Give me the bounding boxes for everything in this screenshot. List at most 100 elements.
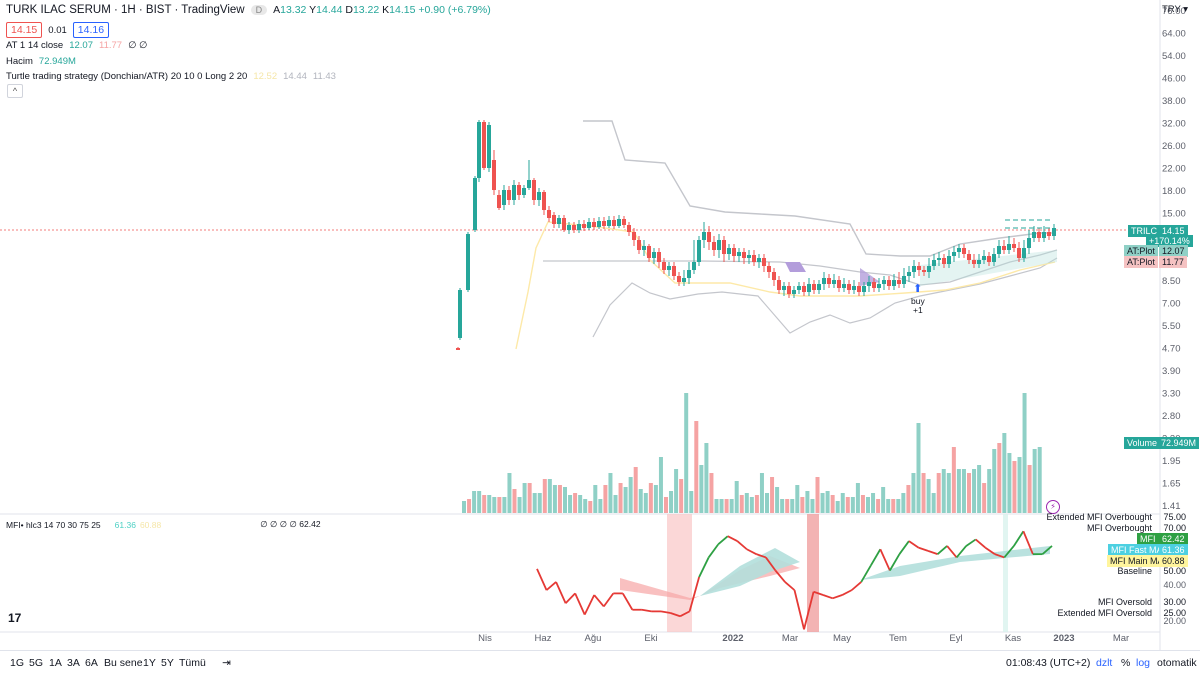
candle-body <box>647 246 651 258</box>
volume-bar <box>679 479 684 513</box>
volume-bar <box>658 457 663 513</box>
volume-bar <box>744 493 749 513</box>
turtle-legend-v1: 12.52 <box>253 71 278 82</box>
mfi-line-segment <box>841 589 853 596</box>
price-tick-label: 38.00 <box>1162 96 1186 107</box>
timeframe-bu-sene[interactable]: Bu sene <box>104 657 143 669</box>
percent-toggle[interactable]: % <box>1121 657 1131 669</box>
mfi-line-segment <box>1013 530 1025 547</box>
volume-bar <box>810 499 815 513</box>
timeframe-1a[interactable]: 1A <box>49 657 62 669</box>
turtle-legend-name[interactable]: Turtle trading strategy (Donchian/ATR) 2… <box>6 71 248 82</box>
mfi-line-segment <box>707 543 719 558</box>
volume-bar <box>941 469 946 513</box>
candle-body <box>977 260 981 264</box>
timeframe-3a[interactable]: 3A <box>67 657 80 669</box>
volume-legend-name[interactable]: Hacim <box>6 56 33 67</box>
volume-bar <box>946 473 951 513</box>
volume-bar <box>537 493 542 513</box>
auto-toggle[interactable]: otomatik <box>1157 657 1197 669</box>
time-tick-label: 2022 <box>722 633 743 644</box>
candle-body <box>852 286 856 290</box>
at-legend-name[interactable]: AT 1 14 close <box>6 40 64 51</box>
mfi-line-segment <box>879 548 891 571</box>
mfi-line-segment <box>555 581 567 604</box>
candle-body <box>632 232 636 240</box>
mfi-legend-name[interactable]: MFI• hlc3 14 70 30 75 25 <box>6 519 101 530</box>
price-tick-label: 1.95 <box>1162 456 1181 467</box>
candle-body <box>562 218 566 230</box>
candle-body <box>722 240 726 254</box>
timeframe-tumu[interactable]: Tümü <box>179 657 206 669</box>
collapse-legend-button[interactable]: ^ <box>7 84 23 98</box>
mfi-line-segment <box>698 557 710 578</box>
mfi-line-segment <box>717 535 729 546</box>
volume-bar <box>1007 453 1012 513</box>
volume-bar <box>522 483 527 513</box>
candle-body <box>847 284 851 290</box>
mfi-line-segment <box>536 568 548 591</box>
volume-bar <box>775 487 780 513</box>
date-range-icon[interactable]: ⇥ <box>222 657 231 669</box>
volume-bar <box>845 497 850 513</box>
candle-body <box>1037 232 1041 238</box>
mfi-line-segment <box>860 565 872 583</box>
volume-bar <box>1027 465 1032 513</box>
candle-body <box>832 280 836 284</box>
candle-body <box>777 280 781 290</box>
timeframe-1g[interactable]: 1G <box>10 657 25 669</box>
candle-body <box>542 192 546 210</box>
volume-bar <box>896 499 901 513</box>
volume-bar <box>568 495 573 513</box>
volume-bar <box>936 473 941 513</box>
candle-body <box>967 254 971 260</box>
mfi-ext-oversold-value: 25.00 <box>1163 608 1186 618</box>
mfi-oversold-shading <box>667 514 692 632</box>
d-badge[interactable]: D <box>250 5 268 15</box>
candle-body <box>922 270 926 272</box>
adjust-toggle[interactable]: dzlt <box>1096 657 1113 669</box>
log-toggle[interactable]: log <box>1136 657 1151 669</box>
ask-price[interactable]: 14.16 <box>72 22 110 38</box>
volume-bar <box>820 493 825 513</box>
volume-bar <box>871 493 876 513</box>
volume-bar <box>699 465 704 513</box>
candle-body <box>547 210 551 218</box>
tradingview-logo-icon[interactable]: 17 <box>8 611 22 625</box>
mfi-legend-extra: ∅ ∅ ∅ ∅ 62.42 <box>260 519 321 529</box>
bid-price[interactable]: 14.15 <box>6 22 43 38</box>
candle-body <box>627 225 631 232</box>
volume-bar <box>967 473 971 513</box>
volume-bar <box>613 495 618 513</box>
currency-selector[interactable]: TRY ▾ <box>1162 4 1188 15</box>
volume-bar <box>664 497 668 513</box>
lightning-icon[interactable]: ⚡ <box>1046 500 1060 514</box>
mfi-line-segment <box>574 593 586 616</box>
symbol-title[interactable]: TURK ILAC SERUM · 1H · BIST · TradingVie… <box>6 4 245 16</box>
clock-display[interactable]: 01:08:43 (UTC+2) <box>1006 657 1091 669</box>
mfi-main-tag-value: 60.88 <box>1159 555 1188 567</box>
timeframe-6a[interactable]: 6A <box>85 657 98 669</box>
volume-bar <box>977 465 982 513</box>
candle-body <box>597 221 601 227</box>
mfi-line-segment <box>622 592 634 611</box>
time-tick-label: 2023 <box>1053 633 1074 644</box>
candle-body <box>697 240 701 262</box>
mfi-line-segment <box>756 553 767 559</box>
volume-bar <box>623 487 628 513</box>
candle-body <box>902 276 906 284</box>
mfi-line-segment <box>975 538 986 549</box>
mfi-ma-ribbon <box>860 546 1050 580</box>
at-legend-v1: 12.07 <box>69 40 93 51</box>
chevron-down-icon: ▾ <box>1180 4 1189 15</box>
candle-body <box>642 246 646 250</box>
timeframe-1y[interactable]: 1Y <box>143 657 156 669</box>
volume-bar <box>517 497 522 513</box>
timeframe-5y[interactable]: 5Y <box>161 657 174 669</box>
candle-body <box>872 282 876 288</box>
candle-body <box>717 240 721 250</box>
timeframe-5g[interactable]: 5G <box>29 657 44 669</box>
candle-body <box>612 220 616 226</box>
candle-body <box>592 222 596 227</box>
